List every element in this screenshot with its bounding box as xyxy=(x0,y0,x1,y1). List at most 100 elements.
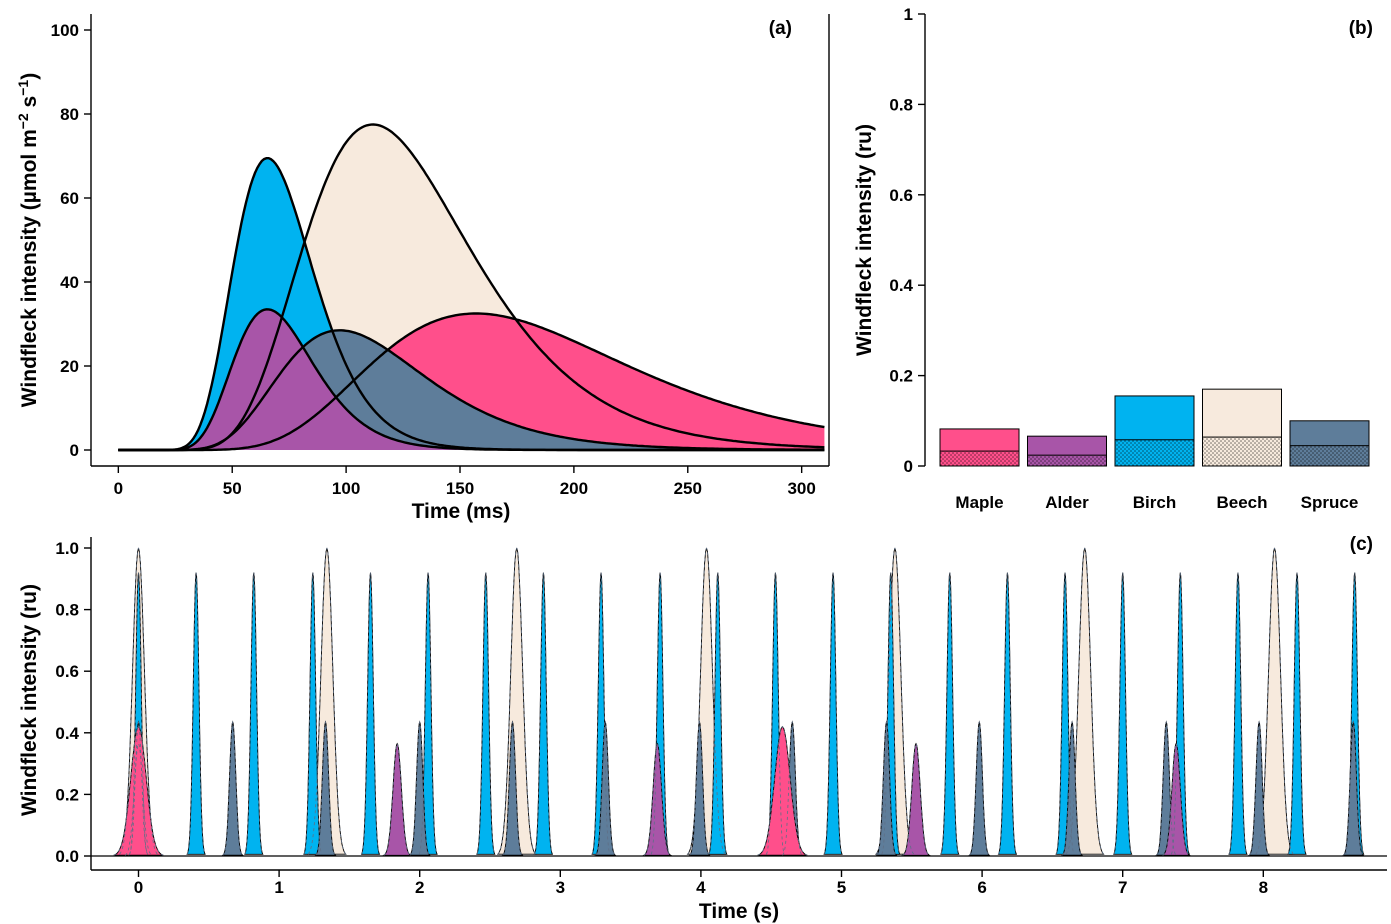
panel-b: (b) Windfleck intensity (ru) 00.20.40.60… xyxy=(853,5,1373,512)
panel-c-x-tick-label: 5 xyxy=(837,878,846,897)
panel-c-y-tick-label: 0.6 xyxy=(55,662,79,681)
panel-b-category-label: Spruce xyxy=(1301,493,1359,512)
panel-a-y-tick-label: 60 xyxy=(60,189,79,208)
panel-c-x-tick-label: 2 xyxy=(415,878,424,897)
panel-a-x-tick-label: 100 xyxy=(332,479,360,498)
panel-c-dashed-spruce xyxy=(1343,720,1364,856)
panel-a-x-tick-label: 50 xyxy=(223,479,242,498)
panel-a-y-tick-label: 100 xyxy=(51,21,79,40)
panel-b-lower-pattern-birch xyxy=(1115,439,1194,466)
panel-b-y-tick-label: 0 xyxy=(904,457,913,476)
panel-c-x-tick-label: 1 xyxy=(274,878,283,897)
panel-b-y-tick-label: 0.4 xyxy=(889,276,913,295)
panel-c-x-tick-label: 4 xyxy=(696,878,706,897)
panel-c-dashed-spruce xyxy=(876,720,897,856)
panel-c-x-axis-title: Time (s) xyxy=(699,900,779,923)
panel-b-category-label: Alder xyxy=(1045,493,1089,512)
panel-c-pulse-birch xyxy=(823,572,843,855)
panel-a-x-tick-label: 150 xyxy=(446,479,474,498)
panel-b-lower-pattern-maple xyxy=(940,451,1019,466)
panel-c-pulse-maple xyxy=(757,725,808,856)
panel-c-ticks: 0 1 2 3 4 5 6 7 8 0.0 0.2 0.4 0.6 0.8 1.0 xyxy=(55,539,1387,897)
panel-a-x-tick-label: 0 xyxy=(114,479,123,498)
panel-c-dashed-alder xyxy=(124,742,153,856)
panel-c-y-tick-label: 0.0 xyxy=(55,847,79,866)
panel-c-dashed-birch xyxy=(823,572,843,855)
panel-b-category-label: Maple xyxy=(955,493,1003,512)
panel-c-dashed-beech xyxy=(497,547,536,855)
panel-a-y-axis-title: Windfleck intensity (µmol m−2 s−1) xyxy=(15,73,41,407)
panel-c-dashed-beech xyxy=(307,547,347,855)
panel-c-dashed-birch xyxy=(650,572,670,855)
panel-b-y-tick-label: 0.6 xyxy=(889,186,913,205)
panel-b-y-tick-label: 0.8 xyxy=(889,95,913,114)
panel-c-y-axis-title: Windfleck intensity (ru) xyxy=(18,584,41,816)
panel-c-pulse-spruce xyxy=(221,720,244,856)
panel-a-x-tick-label: 200 xyxy=(560,479,588,498)
panel-b-y-tick-label: 1 xyxy=(904,5,913,24)
panel-c-dashed-birch xyxy=(940,572,960,855)
panel-c-x-tick-label: 7 xyxy=(1118,878,1127,897)
panel-c-dashed-birch xyxy=(244,572,264,855)
panel-b-lower-pattern-alder xyxy=(1027,455,1107,466)
panel-c-pulse-birch xyxy=(476,572,496,855)
panel-a-ticks: 0 50 100 150 200 250 300 0 20 40 60 80 100 xyxy=(51,21,816,498)
panel-c-pulse-birch xyxy=(997,572,1018,855)
panel-b-y-tick-label: 0.2 xyxy=(889,367,913,386)
panel-c-pulse-birch xyxy=(1287,572,1307,855)
panel-a-x-tick-label: 300 xyxy=(787,479,815,498)
panel-a-x-axis-title: Time (ms) xyxy=(412,500,511,523)
panel-c-dashed-birch xyxy=(1287,572,1307,855)
panel-c-dashed-spruce xyxy=(1061,720,1083,856)
panel-a-y-tick-label: 0 xyxy=(70,441,79,460)
panel-c-y-tick-label: 0.4 xyxy=(55,724,79,743)
panel-c-dashed-alder xyxy=(643,742,671,856)
panel-c-dashed-spruce xyxy=(222,720,243,856)
panel-c-dashed-birch xyxy=(129,572,148,855)
panel-a-y-tick-label: 40 xyxy=(60,273,79,292)
panel-c-label: (c) xyxy=(1350,534,1373,555)
panel-c-dashed-maple xyxy=(757,725,808,856)
panel-c-dashed-birch xyxy=(1345,572,1365,855)
panel-c-x-tick-label: 6 xyxy=(977,878,986,897)
panel-c-y-tick-label: 1.0 xyxy=(55,539,79,558)
panel-c-dashed-spruce xyxy=(969,720,990,856)
panel-c-dashed-spruce xyxy=(689,720,710,856)
panel-a-outline-maple xyxy=(118,312,825,452)
panel-c-pulse-spruce xyxy=(968,720,991,856)
panel-c-dashed-birch xyxy=(476,572,496,855)
panel-c-x-tick-label: 3 xyxy=(556,878,565,897)
panel-c-x-tick-label: 0 xyxy=(134,878,143,897)
panel-c-pulse-birch xyxy=(533,572,554,855)
panel-b-label: (b) xyxy=(1349,18,1373,39)
panel-c-dashed-beech xyxy=(119,547,158,855)
panel-c-dashed-birch xyxy=(1170,572,1190,855)
panel-c-dashed-birch xyxy=(998,572,1017,855)
panel-a-label: (a) xyxy=(769,18,792,39)
panel-c-dashed-birch xyxy=(186,572,206,855)
panel-b-category-label: Beech xyxy=(1216,493,1267,512)
panel-c-pulse-alder xyxy=(382,742,413,856)
panel-c-y-tick-label: 0.2 xyxy=(55,785,79,804)
panel-a-fill-alder xyxy=(118,309,825,450)
panel-c-dashed-birch xyxy=(303,572,323,855)
panel-c-dashed-birch xyxy=(1113,572,1133,855)
panel-c-dashed-spruce xyxy=(782,720,803,856)
panel-c-dashed-spruce xyxy=(1248,720,1270,856)
panel-b-ticks: 0 0.2 0.4 0.6 0.8 1 xyxy=(889,5,925,476)
panel-b-lower-pattern-beech xyxy=(1202,437,1282,466)
panel-c-dashed-spruce xyxy=(1156,720,1177,856)
panel-c-dashed-birch xyxy=(708,572,728,855)
panel-c-pulse-maple xyxy=(113,725,164,856)
panel-c-pulse-birch xyxy=(1113,572,1133,855)
panel-b-category-label: Birch xyxy=(1133,493,1176,512)
panel-c-dashed-birch xyxy=(1055,572,1075,855)
panel-c-dashed-birch xyxy=(766,572,785,855)
panel-c-pulse-birch xyxy=(1228,572,1248,855)
panel-c-dashed-spruce xyxy=(502,720,523,856)
panel-c-dashed-birch xyxy=(1228,572,1248,855)
panel-c-dashed-spruce xyxy=(409,720,430,856)
panel-c-dashed-birch xyxy=(591,572,611,855)
panel-c-dashed-birch xyxy=(361,572,380,855)
